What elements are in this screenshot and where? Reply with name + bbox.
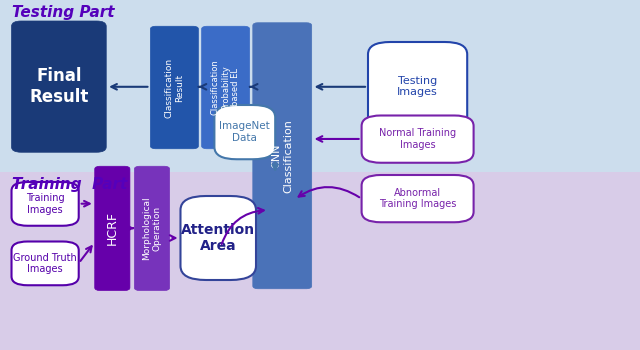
Text: Classification
Probability
based EL: Classification Probability based EL [211, 60, 241, 116]
Bar [0, 0, 640, 172]
Text: Testing
Images: Testing Images [397, 76, 438, 97]
Text: Ground Truth
Images: Ground Truth Images [13, 253, 77, 274]
Text: ImageNet
Data: ImageNet Data [220, 121, 270, 143]
Text: Normal Training
Images: Normal Training Images [379, 128, 456, 150]
FancyBboxPatch shape [180, 196, 256, 280]
FancyBboxPatch shape [253, 23, 312, 289]
FancyBboxPatch shape [214, 105, 275, 159]
FancyBboxPatch shape [362, 116, 474, 163]
Text: Testing Part: Testing Part [12, 5, 114, 20]
Text: Abnormal
Training Images: Abnormal Training Images [379, 188, 456, 209]
FancyBboxPatch shape [95, 166, 130, 290]
FancyBboxPatch shape [12, 21, 106, 152]
Text: Training  Part: Training Part [12, 177, 127, 192]
Text: Attention
Area: Attention Area [181, 223, 255, 253]
Bar [0, 172, 640, 350]
FancyBboxPatch shape [12, 241, 79, 285]
FancyBboxPatch shape [368, 42, 467, 131]
Text: Final
Result: Final Result [29, 67, 88, 106]
FancyBboxPatch shape [202, 26, 250, 149]
FancyBboxPatch shape [12, 182, 79, 226]
Text: Morphological
Operation: Morphological Operation [142, 197, 162, 260]
Text: Classification
Result: Classification Result [164, 57, 184, 118]
Text: CNN
Classification: CNN Classification [271, 119, 293, 193]
FancyBboxPatch shape [150, 26, 198, 149]
FancyBboxPatch shape [134, 166, 170, 290]
Text: Training
Images: Training Images [26, 193, 65, 215]
Text: HCRF: HCRF [106, 211, 119, 245]
FancyBboxPatch shape [362, 175, 474, 222]
